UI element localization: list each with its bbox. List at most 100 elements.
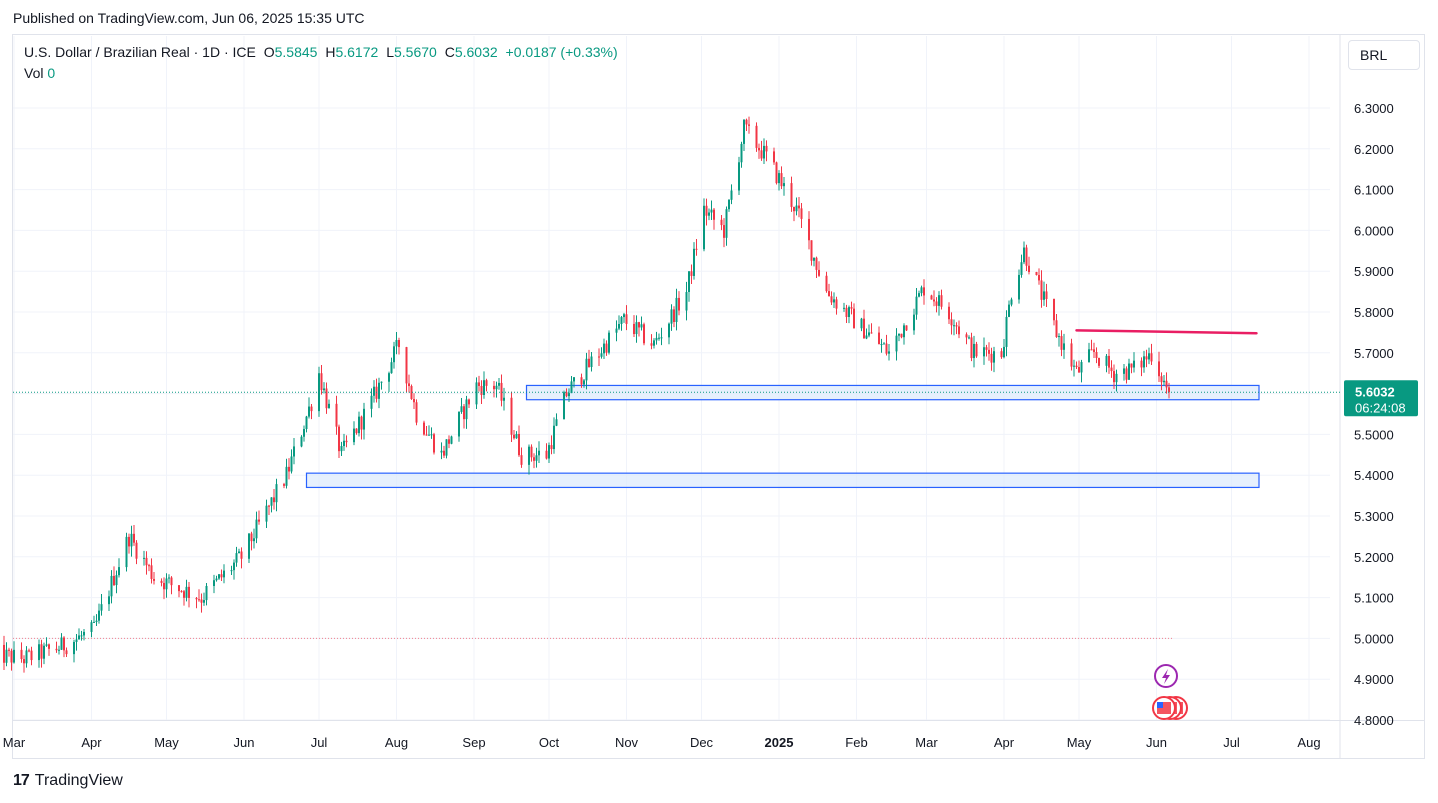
candle-body [615, 328, 618, 333]
candle-body [408, 383, 410, 387]
x-tick-label: Dec [690, 735, 714, 750]
candle-up [300, 435, 303, 448]
candle-body [833, 299, 835, 303]
candle-up [373, 380, 375, 403]
candle-body [585, 358, 588, 381]
candle-down [723, 218, 725, 248]
candle-body [413, 399, 415, 403]
candle-up [983, 337, 985, 365]
candle-down [713, 207, 715, 230]
candle-down [598, 348, 600, 367]
candle-body [605, 343, 608, 353]
candle-up [728, 199, 730, 212]
footer-brand[interactable]: 17 TradingView [13, 772, 123, 790]
candle-body [308, 406, 310, 417]
candle-body [903, 325, 905, 338]
candle-body [520, 455, 523, 465]
candle-body [993, 351, 995, 363]
candle-body [1115, 373, 1118, 383]
candle-down [413, 393, 415, 409]
candle-down [220, 569, 223, 582]
candle-up [670, 304, 673, 331]
candle-up [895, 328, 898, 361]
candle-body [835, 299, 838, 309]
candle-body [463, 406, 465, 420]
candle-body [355, 428, 358, 434]
candle-body [1038, 275, 1040, 281]
candle-body [433, 434, 435, 453]
candle-body [1160, 376, 1163, 383]
candle-up [615, 320, 618, 342]
candle-body [518, 433, 520, 456]
candle-down [1028, 256, 1030, 275]
candle-up [45, 637, 48, 647]
candle-body [668, 323, 670, 338]
candle-down [1040, 270, 1043, 308]
candle-down [958, 320, 960, 339]
symbol-title[interactable]: U.S. Dollar / Brazilian Real · 1D · ICE [24, 44, 256, 60]
currency-button[interactable]: BRL [1348, 40, 1420, 70]
candle-body [310, 406, 313, 412]
candle-down [835, 296, 838, 315]
candle-down [1130, 363, 1133, 374]
candles [3, 116, 1170, 673]
candle-body [863, 318, 865, 339]
event-icons [1152, 664, 1188, 720]
candle-body [323, 388, 325, 391]
candle-body [83, 631, 85, 636]
candle-down [793, 206, 795, 222]
candle-body [643, 324, 645, 344]
candle-body [1020, 262, 1023, 275]
candle-body [213, 580, 215, 586]
candle-up [238, 548, 240, 554]
candle-up [353, 421, 355, 446]
candle-up [73, 639, 75, 663]
last-price-badge-bg [1344, 380, 1418, 417]
candle-body [128, 536, 130, 547]
candle-up [1020, 254, 1023, 278]
candle-body [938, 295, 940, 306]
candle-body [1128, 363, 1130, 380]
candle-up [213, 574, 215, 594]
candle-body [328, 403, 330, 409]
candle-body [745, 119, 748, 125]
candle-up [710, 200, 713, 221]
candle-body [75, 639, 78, 642]
candle-down [415, 399, 418, 426]
candle-up [498, 377, 500, 390]
candle-body [678, 297, 680, 311]
x-tick-label: Jun [1146, 735, 1167, 750]
candle-body [623, 314, 625, 318]
candle-body [710, 209, 713, 213]
candle-up [340, 441, 343, 456]
candle-body [988, 349, 990, 354]
candle-up [608, 330, 610, 355]
candle-up [1010, 297, 1013, 307]
candle-body [150, 565, 153, 579]
candle-body [723, 225, 725, 238]
candle-body [985, 347, 988, 350]
candle-down [335, 395, 338, 435]
candle-up [658, 333, 660, 341]
candle-body [483, 380, 485, 395]
y-tick-label: 5.3000 [1354, 509, 1394, 524]
candle-body [238, 551, 240, 554]
candle-up [78, 628, 80, 640]
candle-up [915, 287, 918, 320]
candle-body [110, 575, 113, 597]
candle-up [143, 550, 145, 566]
candle-body [498, 382, 500, 386]
candle-up [548, 442, 550, 464]
candle-body [1105, 355, 1108, 366]
candle-body [198, 599, 200, 601]
candle-up [1133, 352, 1135, 373]
candle-body [503, 397, 505, 401]
y-tick-label: 5.7000 [1354, 346, 1394, 361]
candle-down [705, 198, 708, 226]
candle-down [1045, 283, 1048, 307]
candle-down [1150, 343, 1153, 366]
candle-up [293, 438, 295, 465]
candle-body [868, 332, 870, 336]
candle-body [448, 439, 450, 444]
